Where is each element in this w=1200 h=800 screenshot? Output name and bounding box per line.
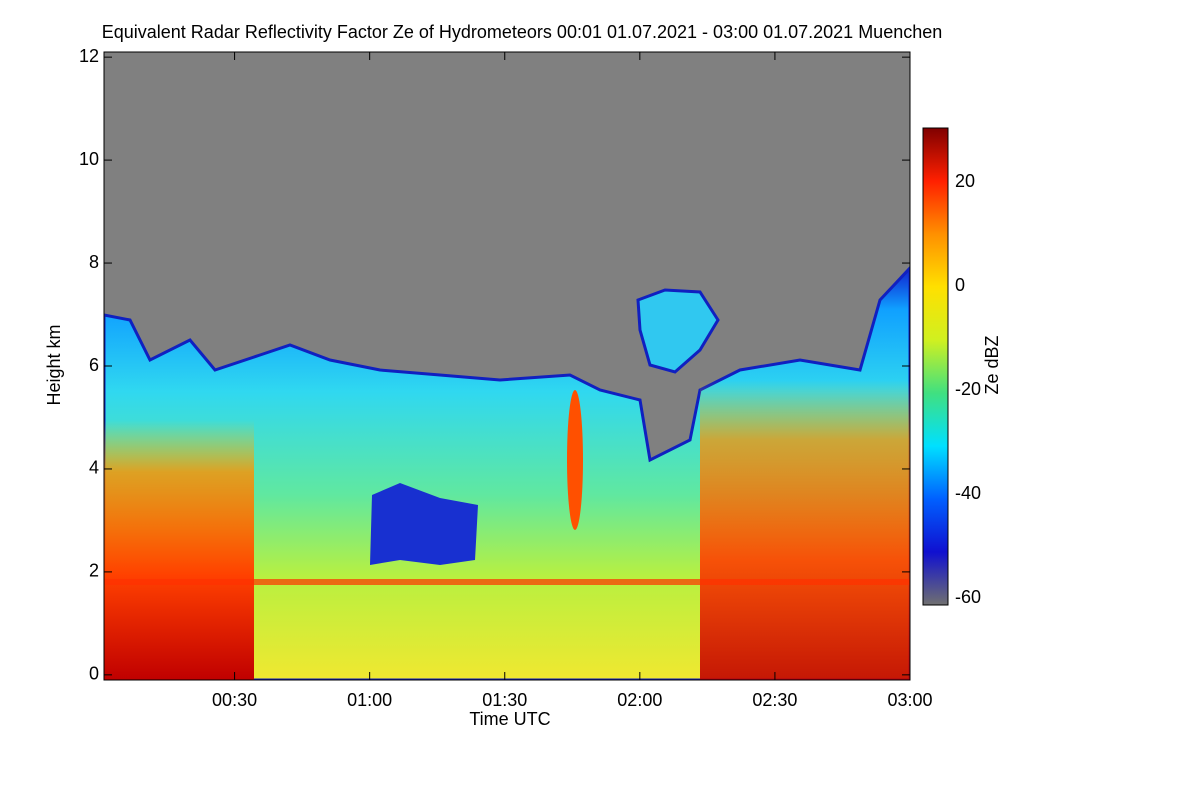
axes: 00:30 01:00 01:30 02:00 02:30 03:00 0 2 4 6 8 10 12 -… <box>79 46 981 710</box>
high-reflectivity-left <box>104 420 254 680</box>
colorbar-tick-label: 20 <box>955 171 975 191</box>
colorbar-tick-label: -20 <box>955 379 981 399</box>
y-tick-label: 8 <box>89 252 99 272</box>
y-tick-label: 4 <box>89 458 99 478</box>
x-tick-label: 01:30 <box>482 690 527 710</box>
colorbar-tick-label: -40 <box>955 483 981 503</box>
x-tick-label: 00:30 <box>212 690 257 710</box>
chart-title: Equivalent Radar Reflectivity Factor Ze … <box>102 22 943 42</box>
x-tick-label: 02:00 <box>617 690 662 710</box>
y-tick-label: 12 <box>79 46 99 66</box>
high-reflectivity-right <box>700 380 910 680</box>
precip-streak <box>567 390 583 530</box>
y-tick-label: 10 <box>79 149 99 169</box>
colorbar-tick-label: 0 <box>955 275 965 295</box>
melting-layer <box>104 579 910 585</box>
weak-echo-patch <box>370 483 478 565</box>
y-tick-label: 6 <box>89 355 99 375</box>
y-axis-label: Height km <box>44 324 64 405</box>
floating-cloud <box>636 288 720 374</box>
y-tick-label: 2 <box>89 561 99 581</box>
x-axis-label: Time UTC <box>469 709 550 729</box>
radar-field <box>104 52 910 680</box>
x-tick-label: 01:00 <box>347 690 392 710</box>
y-tick-label: 0 <box>89 664 99 684</box>
x-tick-label: 02:30 <box>752 690 797 710</box>
colorbar <box>922 127 949 606</box>
x-tick-label: 03:00 <box>887 690 932 710</box>
colorbar-label: Ze dBZ <box>982 335 1002 394</box>
colorbar-tick-label: -60 <box>955 587 981 607</box>
